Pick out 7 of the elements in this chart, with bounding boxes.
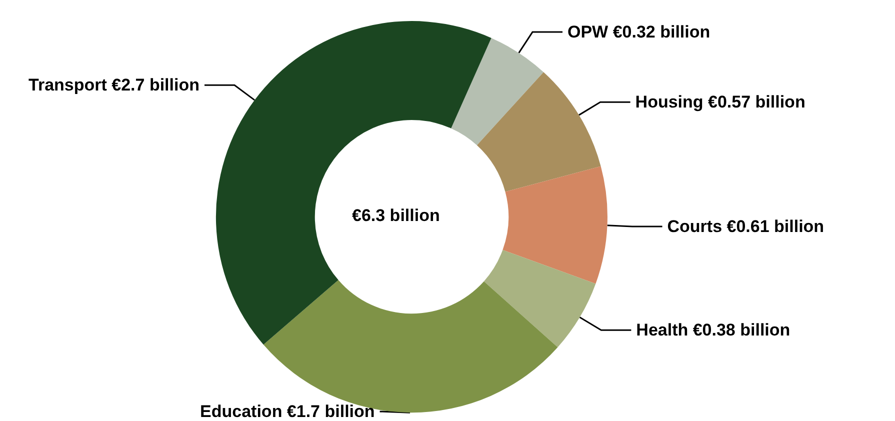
text: €6.3 billion [352, 206, 440, 225]
slice-label: Education €1.7 billion [200, 402, 375, 421]
slice-label: Health €0.38 billion [636, 320, 790, 340]
slice-label: OPW €0.32 billion [567, 22, 710, 42]
slice-label: Housing €0.57 billion [635, 92, 806, 112]
slice-label: Transport €2.7 billion [28, 76, 200, 95]
slice-label: Courts €0.61 billion [667, 216, 824, 236]
